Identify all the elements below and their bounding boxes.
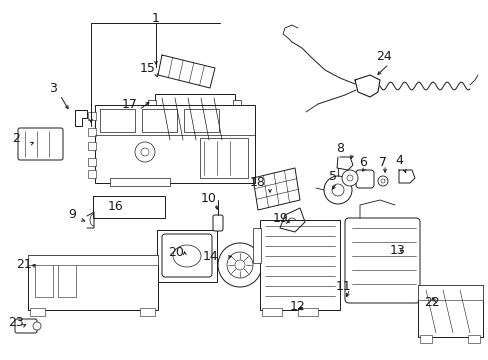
Bar [155, 94, 235, 144]
FancyBboxPatch shape [162, 234, 212, 277]
Bar [252, 228, 261, 263]
Bar [148, 100, 156, 115]
Bar [95, 105, 254, 183]
Circle shape [218, 243, 262, 287]
Bar [232, 100, 241, 115]
Text: 7: 7 [378, 156, 386, 168]
Circle shape [324, 176, 351, 204]
Bar [142, 109, 177, 132]
Text: 5: 5 [328, 171, 336, 184]
FancyBboxPatch shape [213, 215, 223, 231]
Circle shape [135, 142, 155, 162]
Text: 8: 8 [335, 141, 343, 154]
Bar [467, 335, 479, 343]
Circle shape [346, 175, 352, 181]
Bar [88, 170, 96, 178]
Bar [28, 255, 158, 310]
Text: 14: 14 [203, 249, 219, 262]
Text: 10: 10 [201, 192, 217, 204]
Text: 19: 19 [273, 211, 288, 225]
Bar [417, 285, 482, 337]
FancyBboxPatch shape [15, 319, 37, 333]
Circle shape [377, 176, 387, 186]
Circle shape [33, 322, 41, 330]
Text: 18: 18 [249, 176, 265, 189]
Bar [28, 255, 158, 265]
Ellipse shape [173, 245, 201, 267]
Text: 2: 2 [12, 132, 20, 145]
Bar [88, 128, 96, 136]
Circle shape [235, 260, 244, 270]
Text: 16: 16 [108, 201, 123, 213]
Circle shape [141, 148, 149, 156]
Text: 12: 12 [289, 300, 305, 312]
Bar [140, 308, 155, 316]
Bar [200, 138, 247, 178]
Circle shape [331, 184, 343, 196]
Bar [88, 158, 96, 166]
Circle shape [287, 218, 295, 226]
Text: 24: 24 [375, 50, 391, 63]
Text: 15: 15 [140, 62, 156, 75]
Bar [88, 112, 96, 120]
Bar [260, 220, 339, 310]
Bar [93, 196, 164, 218]
Bar [419, 335, 431, 343]
Bar [100, 109, 135, 132]
Bar [297, 308, 317, 316]
Bar [30, 308, 45, 316]
Text: 13: 13 [389, 244, 405, 257]
Bar [262, 308, 282, 316]
Bar [58, 262, 76, 297]
Text: 6: 6 [358, 157, 366, 170]
Bar [110, 178, 170, 186]
Bar [417, 285, 482, 300]
Circle shape [226, 252, 252, 278]
Bar [157, 230, 217, 282]
Text: 22: 22 [423, 296, 439, 309]
Text: 3: 3 [49, 81, 57, 94]
Bar [183, 109, 219, 132]
Text: 9: 9 [68, 208, 76, 221]
FancyBboxPatch shape [18, 128, 63, 160]
Circle shape [380, 179, 384, 183]
Text: 20: 20 [168, 246, 183, 258]
Text: 11: 11 [335, 280, 351, 293]
Text: 23: 23 [8, 315, 24, 328]
Text: 21: 21 [16, 258, 32, 271]
Bar [35, 262, 53, 297]
FancyBboxPatch shape [345, 218, 419, 303]
Text: 1: 1 [152, 12, 160, 24]
Text: 4: 4 [394, 153, 402, 166]
Bar [88, 142, 96, 150]
Circle shape [341, 170, 357, 186]
Text: 17: 17 [122, 99, 138, 112]
FancyBboxPatch shape [355, 170, 373, 188]
